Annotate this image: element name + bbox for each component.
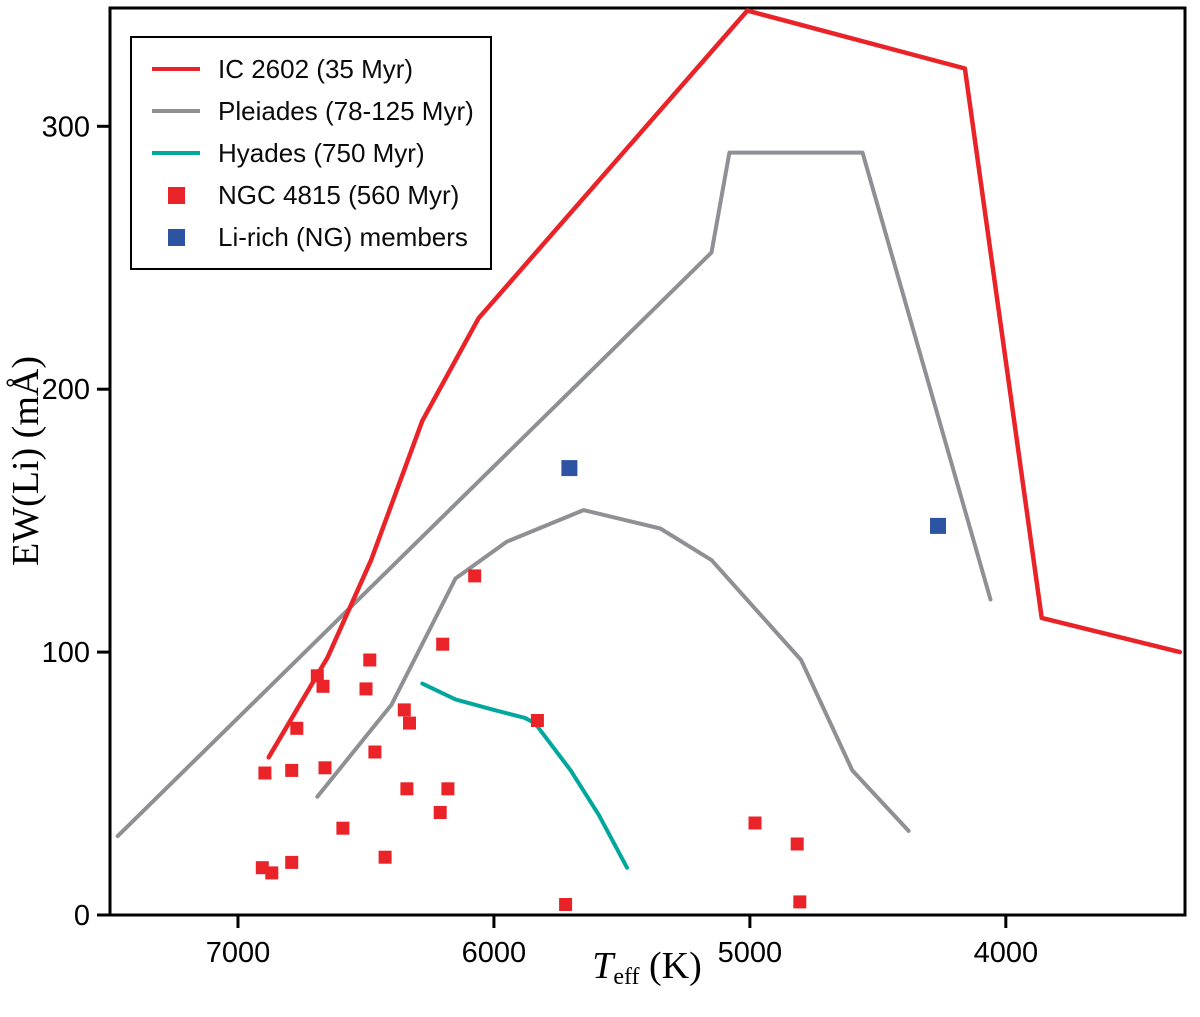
legend-swatch-cell [148, 67, 204, 71]
marker-ngc4815 [793, 895, 807, 909]
legend-item-lirich: Li-rich (NG) members [148, 216, 482, 258]
legend-line-swatch-hyades [152, 151, 200, 155]
legend-line-swatch-ic2602 [152, 67, 200, 71]
x-tick-label: 4000 [974, 937, 1039, 969]
x-tick-label: 5000 [718, 937, 783, 969]
marker-ngc4815 [310, 669, 324, 683]
marker-ngc4815 [441, 782, 455, 796]
legend-swatch-cell [148, 151, 204, 155]
marker-ngc4815 [359, 682, 373, 696]
legend-label-hyades: Hyades (750 Myr) [218, 137, 425, 168]
legend-square-swatch-lirich [167, 228, 185, 246]
y-tick-label: 100 [42, 637, 90, 669]
marker-ngc4815 [468, 569, 482, 583]
legend-swatch-cell [148, 109, 204, 113]
marker-ngc4815 [397, 703, 411, 717]
marker-ngc4815 [378, 850, 392, 864]
x-tick-label: 6000 [462, 937, 527, 969]
marker-ngc4815 [748, 816, 762, 830]
marker-ngc4815 [530, 714, 544, 727]
marker-ngc4815 [316, 679, 330, 693]
x-axis-unit: (K) [649, 945, 702, 987]
marker-ngc4815 [403, 716, 416, 730]
marker-ngc4815 [285, 855, 299, 869]
legend-item-ic2602: IC 2602 (35 Myr) [148, 48, 482, 90]
legend-line-swatch-pleiades [152, 109, 200, 113]
x-tick-label: 7000 [206, 937, 271, 969]
marker-ngc4815 [318, 761, 332, 775]
marker-ngc4815 [790, 837, 804, 851]
legend-swatch-cell [148, 228, 204, 246]
y-tick-label: 0 [74, 900, 90, 932]
plot-frame [108, 6, 1187, 917]
legend-square-swatch-ngc4815 [167, 186, 185, 204]
marker-ngc4815 [265, 866, 279, 880]
marker-ngc4815 [400, 782, 414, 796]
marker-ngc4815 [336, 821, 350, 835]
marker-lirich [930, 517, 946, 534]
x-axis-subscript: eff [613, 964, 640, 990]
series-line-pleiades [115, 150, 993, 839]
marker-ngc4815 [363, 653, 377, 667]
marker-ngc4815 [559, 898, 573, 911]
legend: IC 2602 (35 Myr) Pleiades (78-125 Myr) H… [130, 36, 492, 270]
series-line-hyades [420, 681, 629, 870]
x-axis-symbol: T [592, 945, 614, 987]
y-axis-title: EW(Li) (mÅ) [5, 356, 47, 566]
marker-ngc4815 [368, 745, 382, 759]
y-tick-label: 200 [42, 374, 90, 406]
marker-ngc4815 [290, 721, 304, 735]
legend-label-lirich: Li-rich (NG) members [218, 221, 468, 252]
x-axis-title: Teff (K) [447, 944, 847, 991]
series-line-ic2602 [266, 8, 1183, 760]
marker-ngc4815 [258, 766, 272, 780]
legend-label-ngc4815: NGC 4815 (560 Myr) [218, 179, 460, 210]
marker-ngc4815 [433, 806, 447, 819]
marker-ngc4815 [285, 763, 299, 777]
y-tick-label: 300 [42, 111, 90, 143]
legend-label-ic2602: IC 2602 (35 Myr) [218, 53, 414, 84]
marker-ngc4815 [436, 637, 450, 651]
legend-item-pleiades: Pleiades (78-125 Myr) [148, 90, 482, 132]
legend-item-ngc4815: NGC 4815 (560 Myr) [148, 174, 482, 216]
series-line-pleiades [315, 508, 911, 833]
legend-item-hyades: Hyades (750 Myr) [148, 132, 482, 174]
legend-label-pleiades: Pleiades (78-125 Myr) [218, 95, 474, 126]
legend-swatch-cell [148, 186, 204, 204]
marker-lirich [561, 460, 578, 477]
